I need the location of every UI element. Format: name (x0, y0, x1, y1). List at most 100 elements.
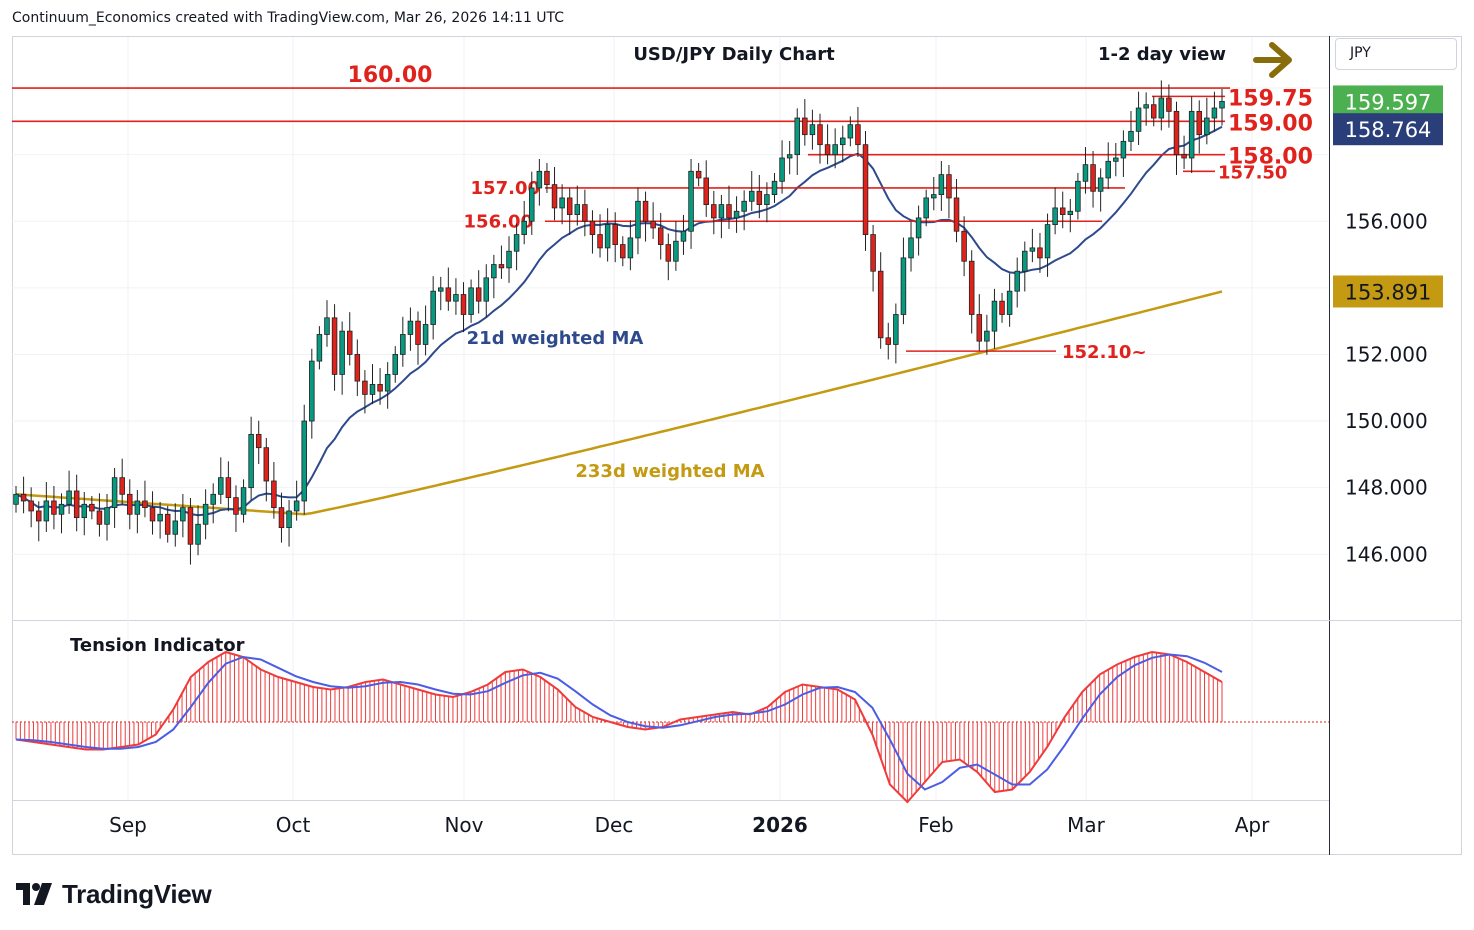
candle-body (1219, 100, 1225, 109)
gridlines (12, 37, 1329, 800)
candle-body (794, 117, 800, 156)
candle-body (976, 314, 983, 342)
candle-body (604, 224, 611, 249)
level-label: 160.00 (348, 63, 433, 88)
y-axis: 146.000 148.000 150.000 152.000 156.000 (1345, 209, 1428, 566)
candle-body (741, 200, 747, 212)
candle-body (551, 184, 558, 209)
candle-body (688, 170, 694, 232)
level-label: 157.50 (1218, 162, 1287, 183)
candle-body (89, 503, 95, 512)
candle-body (384, 374, 391, 392)
x-tick-label: 2026 (752, 813, 808, 837)
candle-body (802, 117, 808, 136)
candle-body (187, 507, 194, 545)
candle-body (119, 477, 125, 495)
level-label: 158.00 (1228, 145, 1313, 170)
candle-body (104, 507, 110, 525)
candle-body (271, 480, 277, 509)
candle-body (73, 490, 80, 519)
candle-body (263, 447, 270, 482)
candle-body (711, 204, 717, 219)
x-tick-label: Nov (444, 813, 483, 837)
candle-body (445, 287, 452, 302)
candle-body (809, 124, 816, 136)
chart-frame (12, 36, 1462, 855)
candle-body (779, 157, 785, 182)
candle-body (536, 170, 543, 189)
candle-body (36, 510, 42, 522)
candle-body (202, 503, 209, 525)
candle-body (566, 197, 573, 215)
candle-body (1052, 207, 1058, 225)
candle-body (301, 420, 307, 502)
x-tick-label: Feb (918, 813, 953, 837)
candle-body (968, 260, 975, 315)
candle-body (293, 500, 300, 512)
candle-body (961, 230, 967, 262)
candle-body (513, 234, 520, 252)
candle-body (1113, 157, 1119, 162)
chart-subtitle: 1-2 day view (1098, 44, 1226, 65)
candle-body (468, 287, 474, 315)
candle-body (1075, 180, 1081, 212)
price-badge-ma21 (1333, 113, 1443, 146)
candle-body (771, 180, 778, 196)
candle-body (1166, 97, 1172, 112)
candle-body (885, 337, 892, 345)
candle-body (1173, 110, 1180, 156)
candle-body (483, 277, 490, 302)
candle-body (1150, 104, 1157, 119)
y-tick-label: 156.000 (1345, 209, 1428, 233)
candle-body (635, 200, 641, 239)
y-tick-label: 146.000 (1345, 542, 1428, 566)
candle-body (460, 294, 467, 315)
candle-body (346, 330, 353, 355)
candle-body (1044, 224, 1051, 259)
candle-body (786, 154, 793, 159)
candle-body (1097, 177, 1104, 192)
candle-body (984, 330, 990, 342)
y-tick-label: 152.000 (1345, 342, 1428, 366)
x-tick-label: Oct (276, 813, 311, 837)
candle-body (847, 124, 854, 139)
currency-unit-label: JPY (1350, 45, 1371, 61)
currency-unit-button[interactable]: JPY (1335, 38, 1457, 70)
candle-body (149, 507, 156, 522)
candle-body (233, 497, 239, 515)
tension-indicator (12, 650, 1329, 804)
candle-body (438, 287, 444, 292)
candle-body (415, 320, 421, 345)
candle-body (832, 144, 838, 156)
candle-body (180, 507, 186, 522)
tradingview-logo[interactable]: TradingView (16, 876, 212, 912)
candle-body (1128, 130, 1134, 142)
candle-body (475, 287, 482, 302)
price-badge-last (1333, 85, 1443, 118)
ma233-line (15, 290, 1223, 516)
level-label: 152.10~ (1062, 342, 1147, 363)
candle-body (422, 324, 429, 345)
candle-body (51, 500, 57, 515)
candle-body (172, 520, 179, 535)
candle-body (1059, 207, 1066, 215)
price-badge-ma233 (1333, 275, 1443, 308)
x-tick-label: Apr (1235, 813, 1270, 837)
candle-body (324, 317, 330, 335)
candle-body (582, 204, 588, 222)
candle-body (1090, 164, 1096, 192)
x-tick-label: Mar (1067, 813, 1106, 837)
candle-body (877, 270, 884, 339)
chart-title: USD/JPY Daily Chart (633, 44, 835, 65)
level-label: 157.00 (471, 178, 540, 199)
candle-body (953, 197, 960, 232)
candle-body (96, 510, 103, 525)
candle-body (1006, 290, 1013, 315)
ma21-line-group (15, 125, 1223, 517)
candle-body (491, 264, 497, 279)
ma233-line-group (15, 290, 1223, 516)
candle-body (748, 190, 755, 202)
candle-body (498, 264, 505, 269)
tension-line (15, 650, 1223, 804)
